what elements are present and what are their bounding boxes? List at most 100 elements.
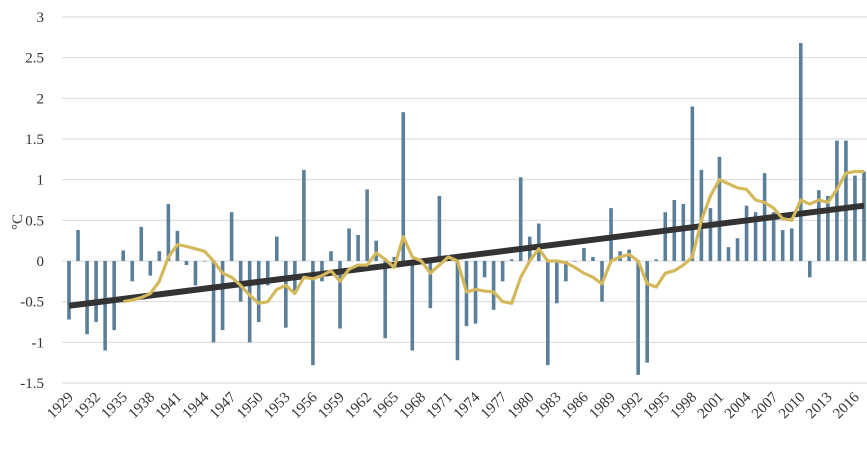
bar bbox=[347, 228, 351, 261]
moving-average-series bbox=[122, 169, 864, 305]
bar bbox=[663, 212, 668, 261]
bar bbox=[509, 259, 514, 261]
x-tick-label: 1959 bbox=[315, 390, 348, 423]
bar bbox=[464, 261, 469, 327]
y-tick-label: -0.5 bbox=[20, 295, 44, 311]
x-tick-label: 1965 bbox=[370, 390, 403, 423]
y-tick-label: -1 bbox=[32, 335, 45, 351]
bar bbox=[853, 175, 857, 261]
y-tick-label: 3 bbox=[37, 10, 45, 26]
x-tick-label: 1932 bbox=[71, 390, 104, 423]
bar bbox=[94, 261, 98, 322]
bar bbox=[681, 204, 686, 261]
bar bbox=[536, 223, 541, 261]
moving-average-line bbox=[122, 169, 864, 305]
trend-series bbox=[68, 202, 865, 309]
bar bbox=[807, 261, 812, 278]
bar bbox=[121, 250, 126, 261]
trend-line bbox=[68, 202, 865, 309]
bar bbox=[753, 212, 758, 261]
bar bbox=[482, 261, 487, 278]
x-tick-label: 1968 bbox=[397, 390, 430, 423]
bar bbox=[717, 156, 722, 261]
bar bbox=[699, 169, 704, 261]
bar bbox=[265, 261, 270, 286]
x-tick-label: 1938 bbox=[126, 390, 159, 423]
bar bbox=[392, 256, 397, 261]
bar bbox=[645, 261, 649, 363]
x-tick-label: 1950 bbox=[234, 390, 267, 423]
bar bbox=[247, 261, 252, 343]
y-tick-label: 1 bbox=[37, 173, 45, 189]
y-tick-label: 2 bbox=[37, 91, 45, 107]
x-tick-label: 1941 bbox=[153, 390, 186, 423]
bar bbox=[365, 189, 369, 261]
y-tick-label: -1.5 bbox=[20, 376, 44, 392]
bar bbox=[374, 240, 378, 261]
bar bbox=[744, 205, 749, 261]
bar bbox=[410, 261, 415, 351]
bar bbox=[284, 261, 288, 328]
x-tick-label: 1935 bbox=[99, 390, 132, 423]
bar bbox=[518, 177, 523, 261]
bar bbox=[220, 261, 225, 331]
x-tick-label: 1974 bbox=[451, 389, 484, 422]
y-axis-ticks: -1.5 -1 -0.5 0 0.5 1 1.5 2 2.5 3 bbox=[20, 10, 44, 392]
bar bbox=[148, 261, 153, 276]
x-tick-label: 1980 bbox=[505, 390, 538, 423]
bar bbox=[780, 230, 785, 261]
bar bbox=[591, 256, 595, 261]
bar bbox=[862, 171, 866, 261]
x-tick-label: 1992 bbox=[613, 390, 646, 423]
x-tick-label: 1947 bbox=[207, 389, 240, 422]
bar bbox=[771, 212, 776, 261]
bar bbox=[437, 195, 442, 261]
x-tick-label: 1956 bbox=[288, 389, 321, 422]
bar bbox=[103, 261, 107, 351]
bar bbox=[582, 247, 586, 261]
gridlines bbox=[62, 16, 867, 384]
bar bbox=[85, 261, 89, 335]
y-tick-label: 0.5 bbox=[25, 213, 44, 229]
x-tick-label: 1986 bbox=[559, 389, 592, 422]
bar bbox=[636, 261, 640, 375]
bar bbox=[844, 140, 848, 261]
bar bbox=[256, 261, 261, 322]
x-tick-label: 2007 bbox=[749, 389, 782, 422]
bar bbox=[789, 228, 794, 261]
x-tick-label: 2004 bbox=[722, 389, 755, 422]
x-tick-label: 2016 bbox=[830, 389, 863, 422]
bar bbox=[112, 261, 116, 331]
bar bbox=[383, 261, 387, 339]
x-tick-label: 1962 bbox=[342, 390, 375, 423]
bar bbox=[455, 261, 460, 361]
bar bbox=[826, 195, 830, 261]
bar bbox=[130, 261, 135, 282]
x-tick-label: 1989 bbox=[586, 390, 619, 423]
y-tick-label: 0 bbox=[37, 254, 45, 270]
bar bbox=[708, 208, 713, 261]
bar bbox=[329, 251, 333, 261]
x-axis-ticks: 1929193219351938194119441947195019531956… bbox=[44, 389, 863, 422]
bar bbox=[491, 261, 496, 310]
x-tick-label: 1977 bbox=[478, 389, 511, 422]
bar bbox=[139, 226, 144, 261]
bar bbox=[726, 247, 731, 261]
bar bbox=[311, 261, 315, 366]
bar bbox=[193, 261, 198, 286]
x-tick-label: 1995 bbox=[641, 390, 674, 423]
bar bbox=[356, 234, 360, 261]
bar bbox=[401, 112, 406, 261]
y-tick-label: 2.5 bbox=[25, 51, 44, 67]
x-tick-label: 1953 bbox=[261, 390, 294, 423]
bar bbox=[274, 236, 279, 261]
bar bbox=[735, 238, 740, 261]
bar-series bbox=[67, 43, 866, 375]
bar bbox=[573, 261, 577, 262]
bar bbox=[157, 251, 162, 261]
bar bbox=[184, 261, 189, 266]
bar bbox=[798, 43, 803, 261]
bar bbox=[835, 140, 839, 261]
